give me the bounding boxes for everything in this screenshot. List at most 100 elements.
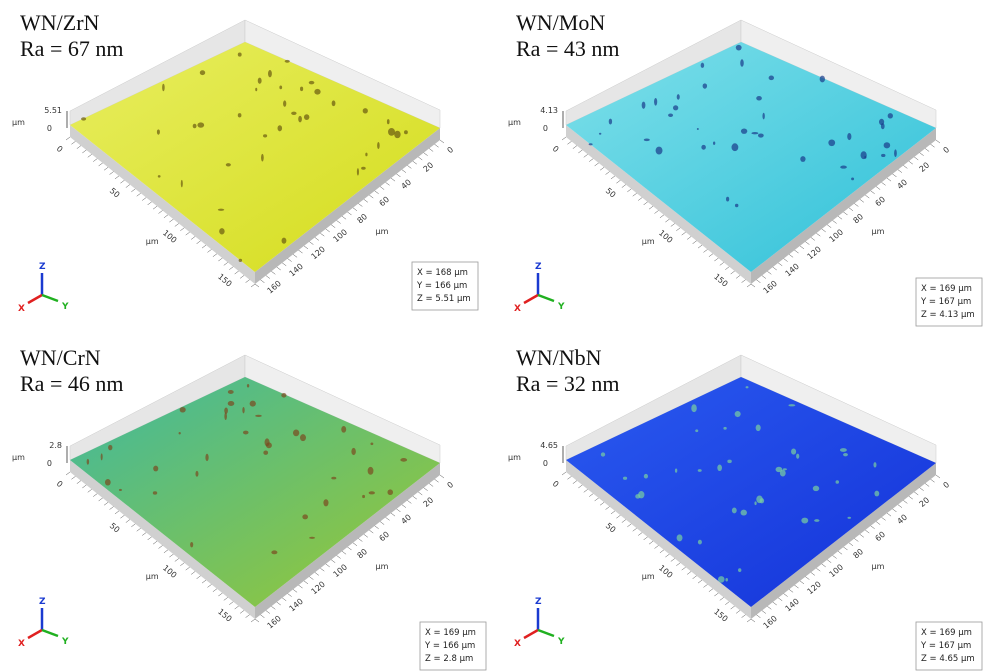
tick-mark xyxy=(843,546,848,551)
tick-mark xyxy=(870,525,875,530)
x-tick-label: 100 xyxy=(657,228,674,245)
tick-mark xyxy=(363,534,368,538)
tick-mark xyxy=(583,489,588,493)
surface-feature xyxy=(331,476,337,480)
tick-mark xyxy=(185,566,190,571)
tick-mark xyxy=(250,618,256,623)
tick-mark xyxy=(190,236,196,240)
tick-mark xyxy=(341,216,347,220)
tick-mark xyxy=(821,563,826,568)
tick-mark xyxy=(621,519,627,523)
tick-mark xyxy=(908,495,913,500)
z-unit: µm xyxy=(12,118,25,127)
triad-y-label: Y xyxy=(557,637,565,647)
tick-mark xyxy=(881,517,886,521)
tick-mark xyxy=(303,580,309,585)
tick-mark xyxy=(245,279,250,283)
surface-feature xyxy=(756,495,763,504)
tick-mark xyxy=(837,551,843,555)
tick-mark xyxy=(120,180,125,184)
surface xyxy=(70,42,440,272)
y-tick-label: 120 xyxy=(806,580,823,597)
surface-feature xyxy=(400,458,408,462)
tick-mark xyxy=(65,471,71,476)
surface-feature xyxy=(217,208,225,211)
surface-feature xyxy=(756,95,762,101)
tick-mark xyxy=(703,249,708,253)
surface-feature xyxy=(788,404,796,407)
tick-mark xyxy=(616,515,621,519)
surface-feature xyxy=(205,453,209,462)
y-tick-label: 60 xyxy=(874,195,888,208)
surface-feature xyxy=(199,70,206,76)
y-tick-label: 140 xyxy=(287,597,304,614)
tick-mark xyxy=(676,227,681,231)
triad-y-label: Y xyxy=(61,302,69,312)
surface-feature xyxy=(874,490,880,497)
tick-mark xyxy=(708,253,714,257)
tick-mark xyxy=(93,493,98,497)
tick-mark xyxy=(714,592,719,597)
tick-mark xyxy=(632,193,637,197)
tick-mark xyxy=(439,474,445,479)
tick-mark xyxy=(229,266,234,270)
tick-mark xyxy=(136,528,141,532)
surface-feature xyxy=(734,410,741,418)
tick-mark xyxy=(71,141,76,145)
surface-feature xyxy=(731,143,739,152)
tick-mark xyxy=(418,156,423,161)
surface-feature xyxy=(840,165,847,169)
y-tick-label: 140 xyxy=(783,262,800,279)
surface-feature xyxy=(702,83,708,89)
tick-mark xyxy=(750,283,756,288)
tick-mark xyxy=(865,194,870,199)
surface-feature xyxy=(197,122,205,128)
surface-feature xyxy=(104,479,111,486)
tick-mark xyxy=(87,489,92,493)
tick-mark xyxy=(201,244,207,249)
tick-mark xyxy=(725,266,730,270)
surface-feature xyxy=(796,453,800,459)
surface-feature xyxy=(156,129,160,135)
surface-feature xyxy=(386,119,390,125)
tick-mark xyxy=(870,190,875,195)
tick-mark xyxy=(103,502,109,506)
x-unit: µm xyxy=(146,237,159,246)
surface-feature xyxy=(880,123,885,130)
tick-mark xyxy=(735,275,741,279)
tick-mark xyxy=(423,487,428,491)
tick-mark xyxy=(287,258,292,262)
surface-feature xyxy=(600,452,606,457)
tick-mark xyxy=(848,207,854,211)
tick-mark xyxy=(174,223,179,227)
y-tick-label: 40 xyxy=(400,178,414,191)
tick-mark xyxy=(935,474,941,479)
y-unit: µm xyxy=(872,562,885,571)
tick-mark xyxy=(832,220,837,224)
tick-mark xyxy=(98,497,103,502)
surface-feature xyxy=(281,237,287,244)
tick-mark xyxy=(794,249,799,254)
tick-mark xyxy=(152,540,158,545)
z-unit: µm xyxy=(508,118,521,127)
surface-feature xyxy=(264,438,270,447)
tick-mark xyxy=(229,601,234,605)
surface-feature xyxy=(814,519,820,522)
tick-mark xyxy=(93,158,98,162)
surface-feature xyxy=(255,414,262,418)
dimension-box xyxy=(419,621,487,671)
tick-mark xyxy=(185,231,190,236)
tick-mark xyxy=(201,579,207,584)
roughness-label: Ra = 32 nm xyxy=(516,371,619,396)
tick-mark xyxy=(638,532,643,536)
tick-mark xyxy=(287,593,292,597)
tick-mark xyxy=(697,579,703,584)
surface-feature xyxy=(365,152,368,157)
tick-mark xyxy=(761,275,767,279)
tick-mark xyxy=(599,167,605,171)
tick-mark xyxy=(746,618,752,623)
y-tick-label: 20 xyxy=(422,161,436,174)
roughness-label: Ra = 67 nm xyxy=(20,36,123,61)
x-tick-label: 50 xyxy=(604,186,618,199)
